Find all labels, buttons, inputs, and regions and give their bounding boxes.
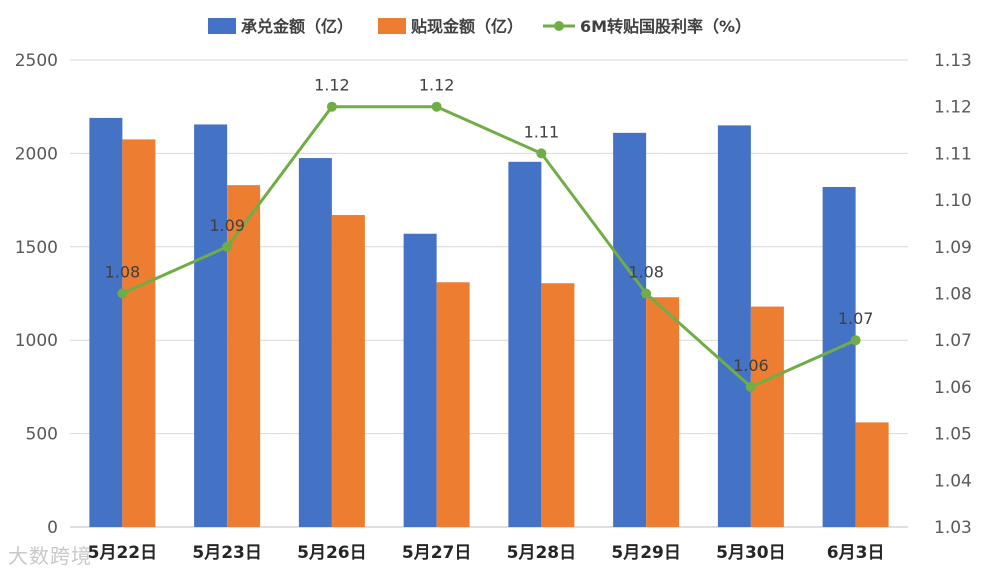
- bar-discount: [331, 215, 365, 527]
- rate-point: [222, 241, 233, 252]
- x-tick-label: 5月30日: [716, 543, 786, 563]
- rate-data-label: 1.08: [628, 263, 664, 282]
- bar-acceptance: [194, 124, 228, 528]
- legend-label: 6M转贴国股利率（%）: [580, 17, 751, 36]
- x-tick-label: 5月27日: [402, 543, 472, 563]
- rate-point: [745, 381, 756, 392]
- legend-label: 承兑金额（亿）: [241, 17, 353, 36]
- rate-data-label: 1.08: [105, 263, 141, 282]
- y-right-tick-label: 1.12: [934, 98, 972, 118]
- rate-point: [850, 335, 861, 346]
- x-tick-label: 5月26日: [297, 543, 367, 563]
- y-right-tick-label: 1.11: [934, 144, 972, 164]
- rate-data-label: 1.11: [524, 122, 560, 141]
- rate-point: [641, 288, 652, 299]
- rate-data-label: 1.07: [838, 309, 874, 328]
- bar-discount: [227, 185, 261, 527]
- bar-acceptance: [508, 161, 542, 527]
- y-right-tick-label: 1.06: [934, 378, 972, 398]
- bar-acceptance: [613, 132, 647, 528]
- bar-acceptance: [298, 158, 332, 527]
- x-tick-label: 5月29日: [611, 543, 681, 563]
- rate-data-label: 1.12: [419, 76, 455, 95]
- rate-point: [117, 288, 128, 299]
- bar-discount: [122, 139, 156, 527]
- bar-acceptance: [717, 125, 751, 527]
- legend-label: 贴现金额（亿）: [411, 17, 523, 36]
- y-right-tick-label: 1.10: [934, 191, 972, 211]
- y-right-tick-label: 1.13: [934, 51, 972, 71]
- y-right-tick-label: 1.08: [934, 285, 972, 305]
- y-right-tick-label: 1.03: [934, 518, 972, 538]
- x-tick-label: 6月3日: [827, 543, 885, 563]
- x-tick-label: 5月23日: [192, 543, 262, 563]
- bar-discount: [541, 283, 575, 527]
- bar-acceptance: [403, 233, 437, 527]
- bar-discount: [750, 306, 784, 527]
- bar-discount: [855, 422, 889, 527]
- y-right-tick-label: 1.04: [934, 471, 972, 491]
- rate-point: [536, 148, 547, 159]
- y-left-tick-label: 500: [26, 425, 58, 445]
- y-right-tick-label: 1.09: [934, 238, 972, 258]
- rate-data-label: 1.06: [733, 356, 769, 375]
- bar-discount: [646, 297, 680, 527]
- watermark-text: 大数跨境: [8, 544, 92, 568]
- y-left-tick-label: 2500: [15, 51, 58, 71]
- x-tick-label: 5月22日: [88, 543, 158, 563]
- y-left-tick-label: 1500: [15, 238, 58, 258]
- bar-discount: [436, 282, 470, 527]
- bar-acceptance: [89, 117, 123, 528]
- bar-acceptance: [822, 187, 856, 528]
- y-left-tick-label: 1000: [15, 331, 58, 351]
- rate-point: [431, 101, 442, 112]
- y-left-tick-label: 2000: [15, 144, 58, 164]
- rate-point: [326, 101, 337, 112]
- rate-data-label: 1.09: [209, 216, 245, 235]
- legend-swatch: [378, 18, 406, 34]
- legend-marker: [554, 21, 564, 31]
- rate-line: [121, 105, 857, 389]
- x-tick-label: 5月28日: [507, 543, 577, 563]
- rate-data-label: 1.12: [314, 76, 350, 95]
- legend-swatch: [208, 18, 236, 34]
- y-right-tick-label: 1.07: [934, 331, 972, 351]
- y-left-tick-label: 0: [47, 518, 58, 538]
- y-right-tick-label: 1.05: [934, 425, 972, 445]
